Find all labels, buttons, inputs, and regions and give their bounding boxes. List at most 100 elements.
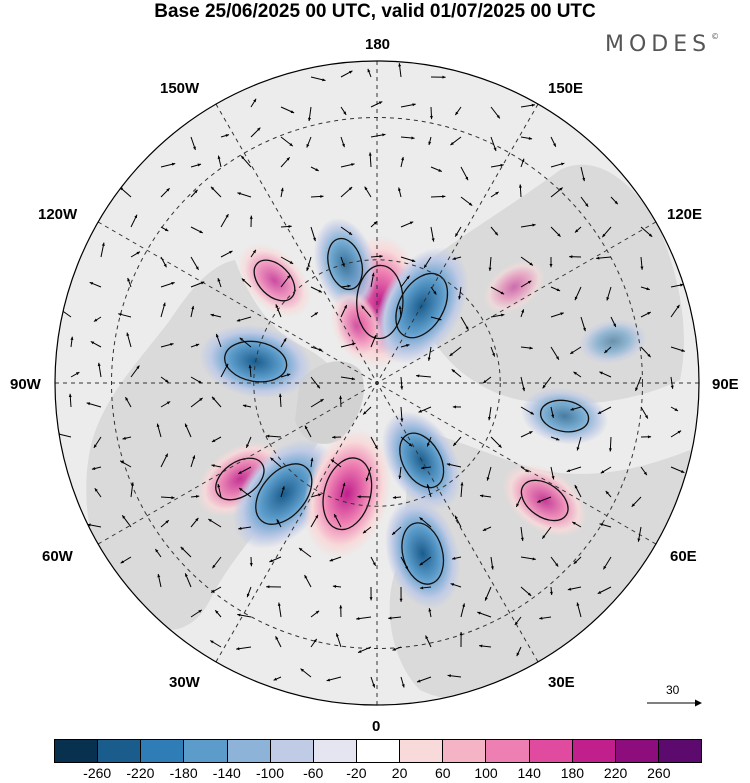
- wind-vector-232: [452, 436, 462, 447]
- wind-vector-123: [306, 256, 312, 272]
- wind-vector-325: [597, 586, 612, 595]
- wind-vector-157: [335, 633, 342, 648]
- lon-label-60e: 60E: [670, 548, 697, 565]
- wind-vector-172: [357, 495, 372, 499]
- wind-vector-132: [310, 514, 319, 528]
- wind-vector-221: [454, 106, 462, 116]
- wind-vector-39: [160, 496, 175, 500]
- wind-vector-333: [640, 435, 652, 439]
- wind-vector-174: [370, 556, 377, 567]
- lat-circle-60: [253, 259, 501, 507]
- wind-vector-32: [160, 282, 175, 288]
- anomaly-blob-13: [578, 318, 647, 364]
- wind-vector-329: [640, 311, 652, 318]
- wind-vector-200: [430, 75, 446, 79]
- wind-vector-216: [419, 556, 432, 566]
- wind-vector-255: [482, 526, 492, 532]
- wind-vector-145: [340, 284, 351, 288]
- colorbar-cell-0: [55, 740, 99, 762]
- wind-vector-92: [238, 526, 252, 530]
- anomaly-contour-7: [322, 457, 373, 531]
- wind-vector-126: [310, 346, 323, 351]
- wind-vector-96: [236, 646, 252, 651]
- polar-map: [54, 60, 700, 706]
- wind-vector-61: [217, 155, 222, 168]
- reference-vector-arrow-icon: [647, 699, 702, 707]
- wind-vector-201: [429, 106, 433, 120]
- wind-vector-54: [190, 455, 196, 468]
- wind-vector-319: [597, 406, 612, 415]
- map-title: Base 25/06/2025 00 UTC, valid 01/07/2025…: [154, 1, 596, 22]
- wind-vector-272: [520, 466, 529, 473]
- wind-vector-341: [670, 406, 679, 412]
- lon-label-60w: 60W: [42, 548, 73, 565]
- anomaly-blob-10: [502, 463, 588, 537]
- wind-vector-296: [580, 166, 586, 182]
- wind-vector-42: [157, 573, 162, 588]
- wind-vector-247: [490, 286, 505, 295]
- wind-vector-138: [340, 70, 353, 78]
- wind-vector-243: [490, 163, 504, 168]
- wind-vector-94: [246, 586, 252, 598]
- wind-vector-68: [220, 363, 229, 378]
- wind-vector-332: [640, 406, 649, 419]
- wind-vector-180: [400, 103, 416, 108]
- wind-vector-35: [160, 376, 169, 383]
- colorbar-cell-11: [529, 740, 573, 762]
- wind-vector-69: [211, 396, 222, 408]
- colorbar: [54, 739, 702, 763]
- wind-vector-205: [430, 226, 435, 242]
- anomaly-blob-3: [237, 243, 312, 318]
- reference-vector: 30: [645, 683, 705, 713]
- wind-vector-59: [190, 609, 203, 618]
- wind-vector-160: [370, 101, 383, 108]
- wind-vector-331: [635, 376, 642, 392]
- wind-vector-73: [208, 518, 222, 528]
- wind-vector-285: [550, 312, 564, 318]
- wind-vector-209: [427, 346, 432, 361]
- wind-vector-264: [520, 223, 536, 228]
- wind-vector-115: [275, 635, 282, 648]
- wind-vector-34: [160, 342, 174, 348]
- colorbar-tick-label: 60: [435, 765, 451, 781]
- wind-vector-29: [160, 187, 170, 198]
- wind-vector-186: [400, 275, 410, 288]
- wind-vector-161: [370, 133, 386, 138]
- wind-vector-165: [370, 254, 383, 258]
- colorbar-tick-label: -20: [346, 765, 367, 781]
- lon-label-180: 180: [365, 36, 391, 53]
- wind-vector-290: [550, 466, 555, 480]
- wind-vector-234: [460, 482, 464, 498]
- wind-vector-100: [280, 187, 284, 198]
- wind-vector-231: [452, 405, 462, 409]
- wind-vector-89: [245, 436, 252, 448]
- colorbar-ticks: -260 -220 -180 -140 -100 -60 -20 20 60 100 140 180 2…: [0, 765, 750, 783]
- wind-vector-253: [486, 466, 492, 481]
- wind-vector-111: [276, 519, 282, 528]
- lon-label-0: 0: [372, 718, 381, 735]
- wind-vector-168: [370, 334, 377, 348]
- wind-vector-343: [670, 466, 685, 474]
- wind-vector-83: [250, 249, 257, 258]
- colorbar-cell-4: [227, 740, 271, 762]
- wind-vector-266: [520, 280, 532, 288]
- wind-vector-28: [160, 162, 176, 168]
- wind-vector-8: [90, 341, 102, 348]
- wind-vector-74: [211, 556, 222, 569]
- wind-vector-222: [450, 136, 462, 146]
- wind-vector-288: [550, 406, 555, 418]
- wind-vector-190: [400, 406, 404, 422]
- wind-vector-256: [490, 556, 494, 570]
- wind-vector-210: [416, 374, 432, 378]
- wind-vector-312: [610, 196, 619, 205]
- anomaly-contour-10: [520, 479, 569, 522]
- wind-vector-152: [340, 482, 346, 498]
- wind-vector-337: [670, 283, 684, 288]
- wind-vector-122: [310, 226, 316, 242]
- wind-vector-72: [217, 483, 222, 498]
- wind-vector-162: [368, 152, 372, 168]
- wind-vector-156: [339, 605, 343, 618]
- wind-vector-167: [361, 305, 372, 318]
- lon-label-120w: 120W: [38, 206, 78, 223]
- wind-vector-20: [126, 332, 132, 348]
